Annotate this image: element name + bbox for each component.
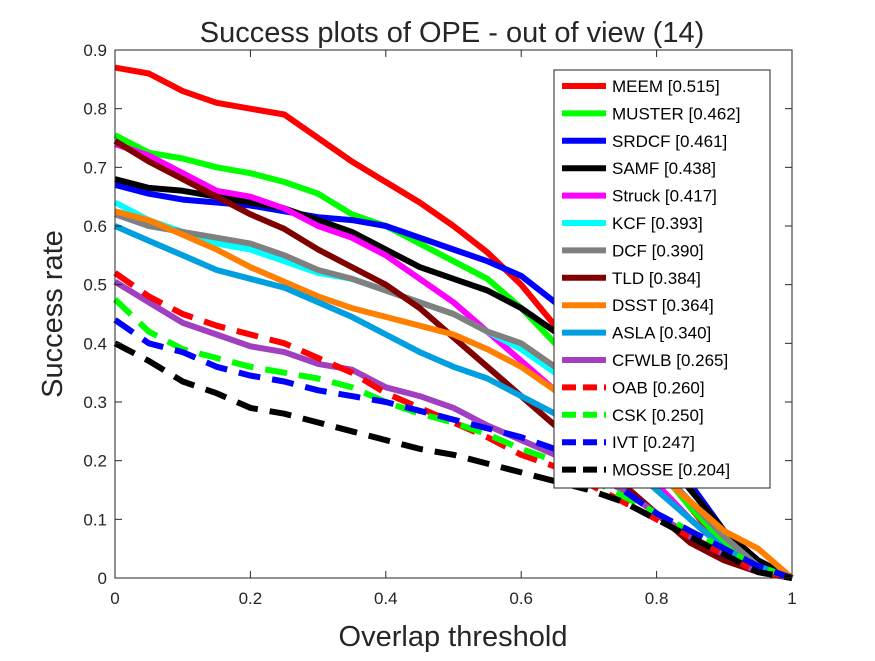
legend-item: IVT [0.247] <box>562 433 695 452</box>
x-tick-label: 0 <box>110 589 119 608</box>
axes-box <box>114 49 793 579</box>
y-tick-label: 0.7 <box>83 158 107 177</box>
y-tick-label: 0 <box>98 569 107 588</box>
y-tick-label: 0.8 <box>83 100 107 119</box>
series-line <box>113 317 793 581</box>
legend-label: Struck [0.417] <box>612 187 717 206</box>
legend-item: MEEM [0.515] <box>562 77 720 96</box>
legend-item: DCF [0.390] <box>562 241 704 260</box>
x-tick-label: 0.4 <box>374 589 398 608</box>
x-tick-label: 0.6 <box>509 589 533 608</box>
y-tick-label: 0.5 <box>83 276 107 295</box>
legend-item: MUSTER [0.462] <box>562 104 741 123</box>
legend-item: OAB [0.260] <box>562 378 705 397</box>
legend-item: Struck [0.417] <box>562 187 717 206</box>
y-tick-label: 0.6 <box>83 217 107 236</box>
series-line <box>114 208 794 581</box>
legend-label: TLD [0.384] <box>612 269 701 288</box>
legend-label: CSK [0.250] <box>612 406 704 425</box>
legend-item: CFWLB [0.265] <box>562 351 728 370</box>
ticks-layer: 0 0.2 0.4 0.6 0.8 1 0 0.1 0.2 0.3 0.4 0.5 0.6 0.7 0.8 0… <box>83 41 796 608</box>
legend-label: DSST [0.364] <box>612 296 714 315</box>
series-line <box>113 223 793 581</box>
chart-title: Success plots of OPE - out of view (14) <box>200 17 704 49</box>
legend-label: SAMF [0.438] <box>612 159 716 178</box>
legend-item: CSK [0.250] <box>562 406 704 425</box>
legend-label: MUSTER [0.462] <box>612 104 741 123</box>
legend-label: CFWLB [0.265] <box>612 351 728 370</box>
legend-label: DCF [0.390] <box>612 241 704 260</box>
axes-layer <box>114 49 793 579</box>
legend-label: OAB [0.260] <box>612 378 705 397</box>
legend-label: ASLA [0.340] <box>612 324 711 343</box>
legend-item: ASLA [0.340] <box>562 324 711 343</box>
y-tick-label: 0.3 <box>83 393 107 412</box>
legend-item: DSST [0.364] <box>562 296 714 315</box>
legend-item: SRDCF [0.461] <box>562 132 727 151</box>
y-tick-label: 0.1 <box>83 510 107 529</box>
legend-label: IVT [0.247] <box>612 433 695 452</box>
series-line <box>112 297 793 581</box>
series-layer <box>112 64 794 581</box>
legend-item: TLD [0.384] <box>562 269 701 288</box>
y-axis-label: Success rate <box>37 230 69 398</box>
y-tick-label: 0.2 <box>83 452 107 471</box>
legend-item: KCF [0.393] <box>562 214 703 233</box>
x-tick-label: 0.8 <box>645 589 669 608</box>
y-tick-label: 0.9 <box>83 41 107 60</box>
legend-item: MOSSE [0.204] <box>562 461 730 480</box>
series-line <box>113 340 793 581</box>
legend-label: MEEM [0.515] <box>612 77 720 96</box>
legend-items: MEEM [0.515] MUSTER [0.462] SRDCF [0.461] S… <box>562 77 741 480</box>
x-axis-label: Overlap threshold <box>339 621 568 653</box>
legend-label: MOSSE [0.204] <box>612 461 730 480</box>
x-tick-label: 1 <box>787 589 796 608</box>
legend-item: SAMF [0.438] <box>562 159 716 178</box>
legend-label: SRDCF [0.461] <box>612 132 727 151</box>
legend-label: KCF [0.393] <box>612 214 703 233</box>
x-tick-label: 0.2 <box>239 589 263 608</box>
y-tick-label: 0.4 <box>83 334 107 353</box>
legend: MEEM [0.515] MUSTER [0.462] SRDCF [0.461] S… <box>553 69 771 489</box>
